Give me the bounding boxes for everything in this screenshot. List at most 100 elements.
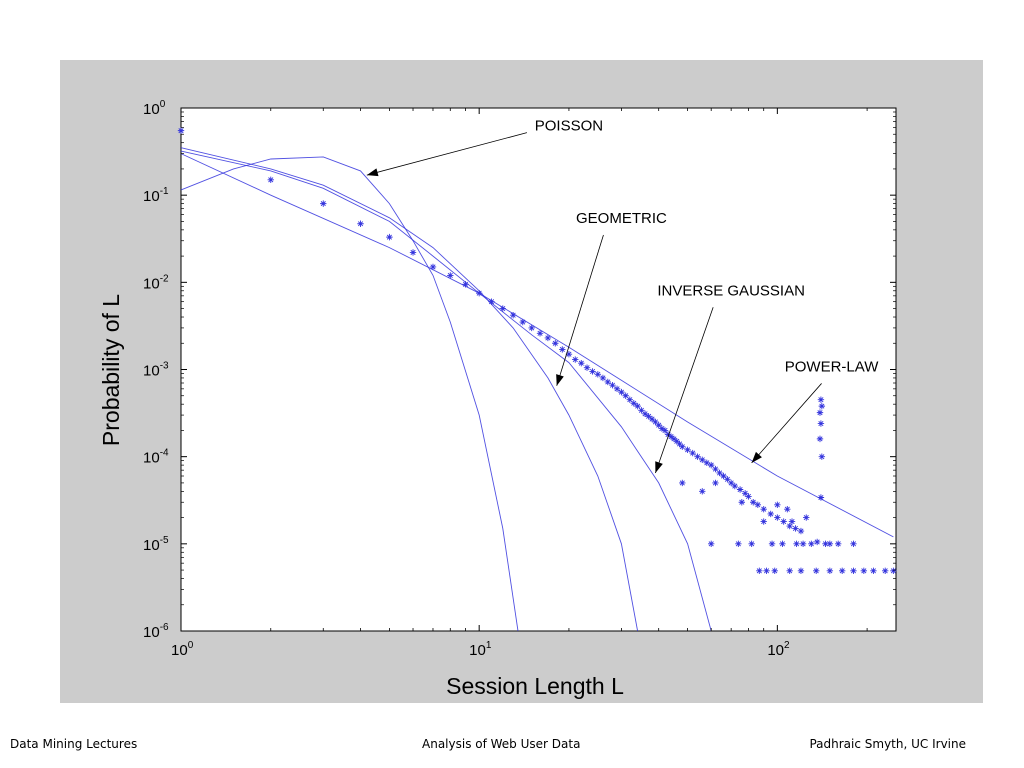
data-point bbox=[760, 505, 767, 513]
data-point bbox=[536, 330, 544, 337]
data-point bbox=[724, 476, 731, 483]
data-point bbox=[658, 425, 666, 432]
data-point bbox=[667, 433, 675, 440]
y-tick-label: 10-3 bbox=[143, 361, 169, 380]
data-point bbox=[850, 567, 857, 575]
data-point bbox=[870, 567, 877, 575]
data-point bbox=[544, 334, 552, 342]
data-point bbox=[797, 527, 805, 535]
fit-curve-geometric bbox=[180, 147, 639, 632]
data-point bbox=[716, 469, 723, 477]
data-point bbox=[618, 388, 625, 396]
y-tick-label: 100 bbox=[143, 99, 166, 118]
data-point bbox=[648, 415, 656, 423]
data-point bbox=[609, 382, 616, 389]
data-point bbox=[679, 479, 686, 487]
data-point bbox=[357, 220, 364, 227]
data-point bbox=[768, 540, 776, 548]
data-point bbox=[604, 378, 611, 386]
data-point bbox=[699, 488, 706, 495]
data-point bbox=[784, 505, 791, 513]
data-point bbox=[808, 540, 815, 548]
data-point bbox=[589, 368, 596, 375]
data-point bbox=[528, 324, 535, 332]
data-point bbox=[703, 459, 711, 467]
data-point bbox=[756, 567, 763, 575]
data-point bbox=[645, 413, 652, 420]
data-point bbox=[780, 518, 787, 525]
figure-panel: 100 101 102 100 10-1 10-2 10-3 10-4 10-5 10-6 POI… bbox=[60, 60, 983, 703]
data-point bbox=[890, 567, 897, 575]
annotation-arrow-line bbox=[751, 383, 822, 464]
data-point bbox=[799, 540, 807, 548]
data-point bbox=[673, 438, 680, 445]
y-tick-label: 10-5 bbox=[143, 535, 169, 554]
data-point bbox=[594, 371, 602, 378]
annotations-group: POISSON GEOMETRIC INVERSE GAUSSIAN POWER-LA… bbox=[366, 118, 879, 474]
data-point bbox=[684, 446, 691, 453]
fit-curve-poisson bbox=[180, 156, 519, 632]
data-point bbox=[763, 567, 770, 575]
fit-curve-inverse-gaussian bbox=[180, 150, 712, 632]
annotation-arrow-line bbox=[366, 132, 528, 176]
annotation-power-law: POWER-LAW bbox=[785, 358, 879, 375]
data-point bbox=[499, 305, 506, 312]
data-point bbox=[731, 482, 739, 490]
annotation-arrowhead bbox=[556, 374, 564, 386]
data-point bbox=[779, 540, 786, 548]
data-point bbox=[797, 567, 805, 575]
data-point bbox=[720, 472, 727, 480]
data-point bbox=[409, 249, 417, 256]
data-point bbox=[634, 402, 641, 410]
data-point bbox=[788, 518, 796, 525]
annotation-geometric: GEOMETRIC bbox=[576, 210, 667, 227]
y-axis-label: Probability of L bbox=[98, 294, 124, 446]
data-point bbox=[816, 409, 824, 416]
data-point bbox=[727, 479, 735, 487]
y-tick-label: 10-4 bbox=[143, 448, 169, 467]
data-point bbox=[850, 540, 857, 548]
x-axis-label: Session Length L bbox=[446, 673, 624, 699]
data-point bbox=[793, 540, 800, 548]
annotation-arrow-line bbox=[655, 307, 714, 474]
data-point bbox=[447, 272, 454, 279]
y-tick-label: 10-2 bbox=[143, 273, 169, 292]
annotation-arrowhead bbox=[751, 451, 762, 463]
data-point bbox=[822, 540, 829, 548]
annotation-inverse-gaussian: INVERSE GAUSSIAN bbox=[657, 282, 805, 299]
y-tick-label: 10-6 bbox=[143, 622, 169, 641]
data-point bbox=[754, 501, 762, 509]
data-point bbox=[652, 418, 659, 426]
data-point bbox=[745, 493, 752, 500]
data-point bbox=[177, 127, 185, 134]
data-point bbox=[816, 435, 824, 443]
data-point bbox=[838, 567, 846, 575]
data-point bbox=[475, 290, 483, 297]
data-point bbox=[641, 410, 649, 418]
data-point bbox=[771, 567, 778, 575]
data-point bbox=[630, 400, 637, 407]
data-point bbox=[565, 350, 573, 358]
data-point bbox=[664, 431, 672, 438]
data-point bbox=[429, 263, 437, 271]
plot-area bbox=[180, 107, 897, 632]
data-point bbox=[559, 346, 566, 353]
data-point bbox=[882, 567, 889, 575]
data-point bbox=[826, 540, 834, 548]
data-point bbox=[774, 501, 781, 509]
data-point bbox=[267, 176, 274, 184]
data-point bbox=[655, 421, 662, 429]
data-point bbox=[813, 567, 820, 575]
data-point bbox=[803, 514, 810, 521]
data-point bbox=[707, 540, 715, 548]
data-point bbox=[707, 461, 715, 469]
data-point bbox=[320, 200, 327, 207]
data-point bbox=[613, 385, 621, 393]
data-point bbox=[670, 435, 678, 443]
x-tick-label: 102 bbox=[767, 640, 790, 659]
data-point bbox=[676, 440, 683, 448]
data-point bbox=[689, 449, 696, 457]
data-point bbox=[748, 540, 755, 548]
data-point bbox=[626, 396, 633, 403]
data-points-group bbox=[177, 127, 897, 575]
